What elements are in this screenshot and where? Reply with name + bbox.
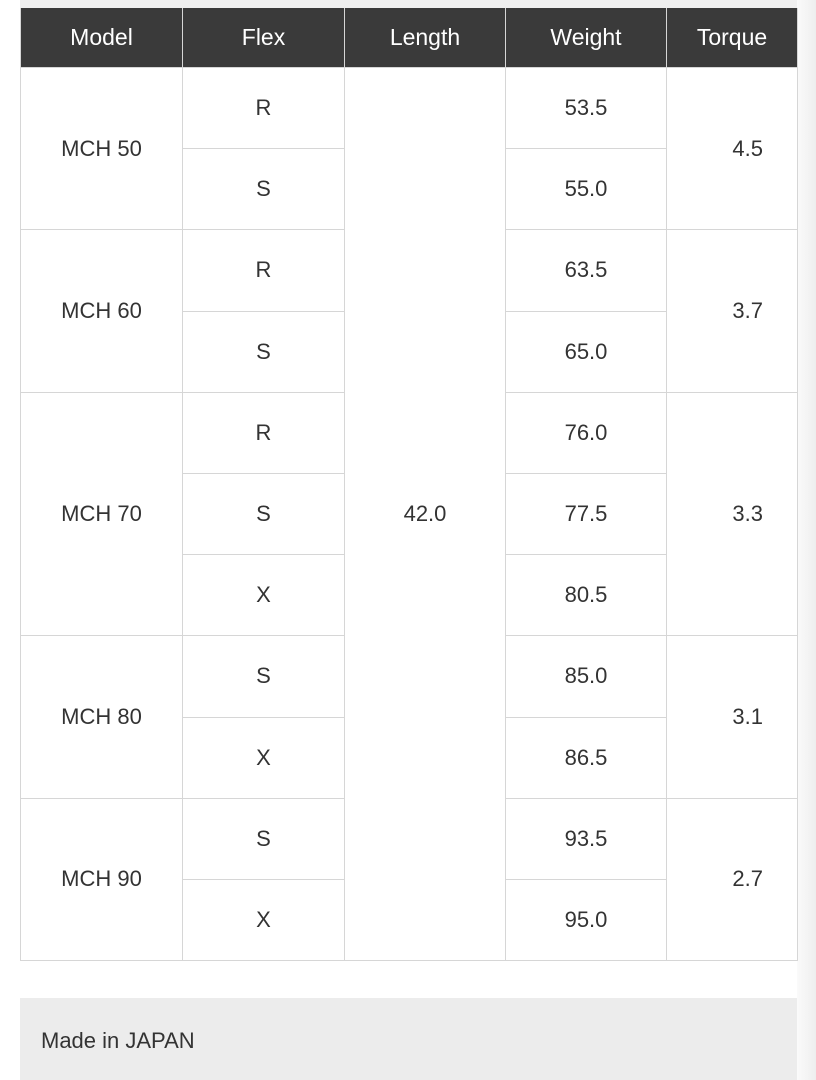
weight-cell: 55.0 [505,148,667,231]
top-strip [20,0,797,8]
table-row: MCH 80 S 85.0 3.1 [20,635,798,799]
weight-cell: 76.0 [505,391,667,474]
table-row: MCH 50 R 42.0 53.5 4.5 [20,66,798,962]
flex-cell: S [182,310,345,393]
flex-cell: S [182,148,345,231]
length-cell: 42.0 [344,66,506,962]
flex-cell: R [182,229,345,312]
weight-cell: 95.0 [505,878,667,962]
model-cell: MCH 60 [20,229,183,393]
flex-cell: R [182,66,345,150]
weight-cell: 80.5 [505,554,667,637]
flex-cell: X [182,716,345,799]
torque-cell: 3.1 [666,635,798,799]
weight-cell: 65.0 [505,310,667,393]
table-row: X 80.5 [21,554,798,637]
table-row: MCH 60 R 63.5 3.7 [20,229,798,393]
header-torque: Torque [666,8,798,68]
header-weight: Weight [505,8,667,68]
weight-cell: 85.0 [505,635,667,718]
header-flex: Flex [182,8,345,68]
flex-cell: X [182,554,345,637]
flex-cell: S [182,635,345,718]
table-row: X 86.5 [21,716,798,799]
weight-cell: 77.5 [505,472,667,556]
header-row: Model Flex Length Weight Torque [20,8,798,68]
weight-cell: 93.5 [505,797,667,880]
flex-cell: S [182,472,345,556]
torque-cell: 3.7 [666,229,798,393]
flex-cell: S [182,797,345,880]
footer-text: Made in JAPAN [41,1028,195,1053]
torque-cell: 3.3 [666,391,798,637]
model-cell: MCH 90 [20,797,183,962]
table-row: S 55.0 [21,148,798,231]
model-cell: MCH 50 [20,66,183,231]
spec-table: Model Flex Length Weight Torque MCH 50 R 4… [20,8,798,962]
table-row: MCH 90 S 93.5 2.7 [20,797,798,962]
header-length: Length [344,8,506,68]
weight-cell: 63.5 [505,229,667,312]
scrollbar-track[interactable] [797,0,816,1080]
torque-cell: 2.7 [666,797,798,962]
table-row: X 95.0 [21,878,798,962]
flex-cell: R [182,391,345,474]
table-row: S 65.0 [21,310,798,393]
model-cell: MCH 80 [20,635,183,799]
footer-note: Made in JAPAN [20,998,797,1080]
torque-cell: 4.5 [666,66,798,231]
flex-cell: X [182,878,345,962]
header-model: Model [20,8,183,68]
weight-cell: 86.5 [505,716,667,799]
table-row: MCH 70 R 76.0 3.3 [20,391,798,637]
weight-cell: 53.5 [505,66,667,150]
model-cell: MCH 70 [20,391,183,637]
